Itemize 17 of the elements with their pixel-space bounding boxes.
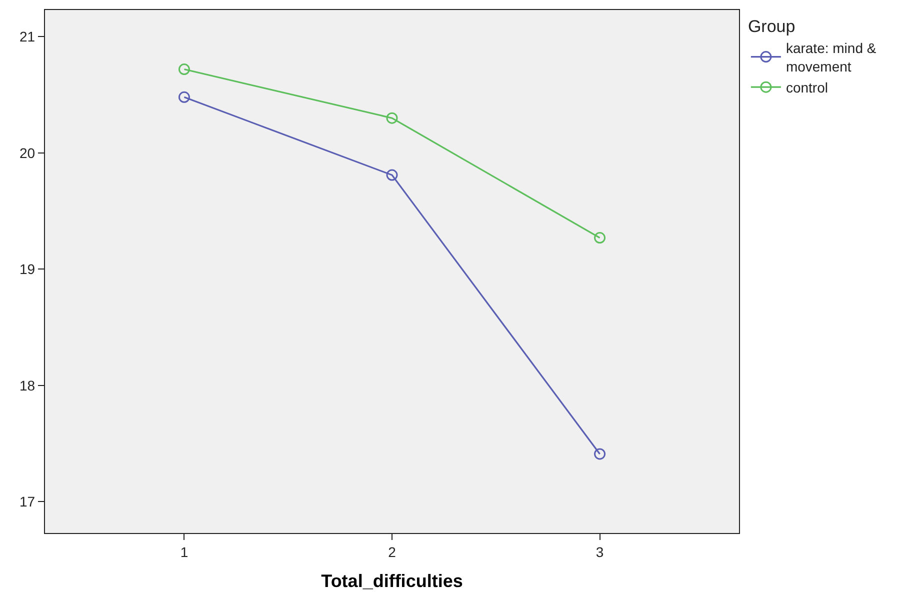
y-tick-label: 18 (19, 377, 36, 394)
point (594, 232, 606, 244)
point (594, 448, 606, 460)
x-tick-label: 2 (388, 544, 396, 560)
point (178, 91, 190, 103)
x-axis-title: Total_difficulties (321, 571, 463, 592)
point (386, 112, 398, 124)
legend-label: control (786, 80, 828, 96)
x-tick-label: 3 (596, 544, 604, 560)
y-tick-label: 19 (19, 261, 36, 278)
point (386, 169, 398, 181)
legend-title: Group (748, 17, 796, 36)
y-tick-label: 20 (19, 144, 36, 161)
y-tick-label: 17 (19, 494, 36, 510)
point (178, 64, 190, 76)
x-tick-label: 1 (180, 544, 188, 560)
y-tick-label: 21 (19, 28, 36, 45)
